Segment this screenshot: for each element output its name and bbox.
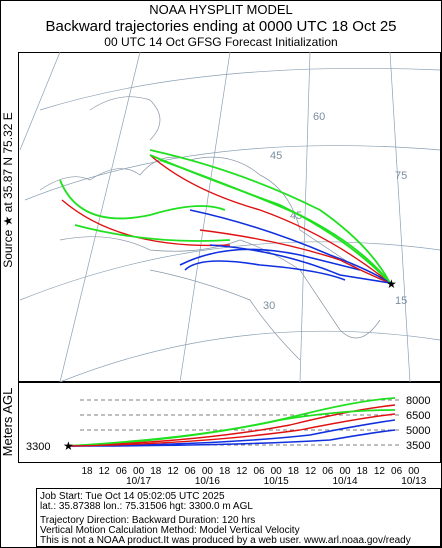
- footer-line: Vertical Motion Calculation Method: Mode…: [40, 525, 300, 536]
- title-line-2: Backward trajectories ending at 0000 UTC…: [45, 18, 396, 35]
- footer-line: Job Start: Tue Oct 14 05:02:05 UTC 2025: [40, 491, 225, 502]
- grid-label: 45: [270, 150, 282, 162]
- time-label: 00: [202, 466, 214, 477]
- grid-label: 15: [395, 295, 407, 307]
- time-label: 12: [236, 466, 248, 477]
- footer-line: lat.: 35.87388 lon.: 75.31506 hgt: 3300.…: [40, 501, 253, 512]
- source-label: Source ★ at 35.87 N 75.32 E: [1, 112, 15, 268]
- date-label: 10/14: [332, 476, 357, 487]
- footer-line: Trajectory Direction: Backward Duration:…: [40, 515, 255, 526]
- footer-box: [36, 488, 441, 547]
- time-label: 00: [133, 466, 145, 477]
- time-label: 12: [374, 466, 386, 477]
- time-label: 06: [322, 466, 334, 477]
- map-frame: [18, 52, 441, 382]
- level-label: 5000: [406, 425, 430, 437]
- time-label: 18: [219, 466, 231, 477]
- time-label: 18: [288, 466, 300, 477]
- grid-label: 30: [263, 300, 275, 312]
- title-line-1: NOAA HYSPLIT MODEL: [149, 2, 293, 17]
- time-label: 12: [305, 466, 317, 477]
- height-frame: [18, 382, 441, 463]
- time-label: 00: [339, 466, 351, 477]
- time-label: 00: [408, 466, 420, 477]
- time-label: 12: [99, 466, 111, 477]
- grid-label: 75: [395, 170, 407, 182]
- time-label: 12: [167, 466, 179, 477]
- source-star: ★: [386, 277, 397, 291]
- trajectories: [59, 149, 391, 284]
- date-label: 10/15: [264, 476, 289, 487]
- time-label: 18: [357, 466, 369, 477]
- time-label: 18: [81, 466, 93, 477]
- time-label: 18: [150, 466, 162, 477]
- date-label: 10/17: [126, 476, 151, 487]
- level-label: 8000: [406, 395, 430, 407]
- grid-label: 60: [313, 111, 325, 123]
- height-trajectories: [67, 397, 396, 447]
- height-star: ★: [63, 439, 74, 453]
- height-axis-label: Meters AGL: [0, 388, 15, 457]
- date-label: 10/13: [401, 476, 426, 487]
- time-label: 06: [185, 466, 197, 477]
- time-label: 00: [271, 466, 283, 477]
- footer-line: This is not a NOAA product.It was produc…: [40, 535, 411, 546]
- source-height: 3300: [26, 441, 50, 453]
- level-label: 3500: [406, 440, 430, 452]
- title-line-3: 00 UTC 14 Oct GFSG Forecast Initializati…: [104, 35, 337, 49]
- date-label: 10/16: [195, 476, 220, 487]
- time-label: 06: [253, 466, 265, 477]
- time-label: 06: [391, 466, 403, 477]
- time-label: 06: [116, 466, 128, 477]
- level-label: 6500: [406, 410, 430, 422]
- coastlines: [39, 96, 381, 361]
